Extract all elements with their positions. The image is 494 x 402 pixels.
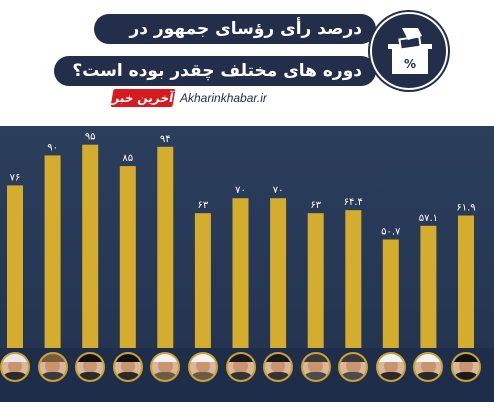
bar-6: [194, 213, 211, 348]
faces-strip: [0, 348, 494, 402]
avatar-10: [338, 352, 369, 382]
bar-label-12: ۵۷.۱: [419, 213, 438, 224]
bar-3: [82, 144, 99, 348]
bar-8: [270, 198, 287, 348]
ballot-box-svg: %: [370, 12, 448, 90]
avatar-7: [225, 352, 256, 382]
bar-5: [157, 146, 174, 348]
bar-2: [44, 155, 61, 348]
ballot-box-icon: %: [368, 10, 450, 92]
badge-mark: %: [404, 57, 416, 71]
bar-10: [345, 210, 362, 348]
bar-label-11: ۵۰.۷: [381, 227, 401, 238]
avatar-4: [112, 352, 143, 382]
bar-9: [307, 213, 324, 348]
bar-11: [382, 239, 399, 348]
bar-7: [232, 198, 249, 348]
bar-label-3: ۹۵: [85, 132, 96, 143]
bar-label-5: ۹۴: [160, 134, 171, 145]
brand-site: Akharinkhabar.ir: [180, 91, 267, 105]
avatar-8: [263, 352, 294, 382]
bar-label-6: ۶۳: [198, 200, 209, 211]
bar-13: [458, 215, 474, 348]
avatar-6: [187, 352, 218, 382]
bar-12: [420, 225, 437, 348]
bar-label-8: ۷۰: [273, 185, 284, 196]
title-line-1: درصد رأی رؤسای جمهور در: [94, 14, 376, 44]
bar-label-1: ۷۶: [10, 172, 21, 183]
avatar-13: [451, 352, 481, 382]
avatar-12: [413, 352, 444, 382]
avatar-1: [0, 352, 30, 382]
avatar-3: [75, 352, 106, 382]
bar-chart: ۷۶ ۹۰ ۹۵ ۸۵ ۹۴ ۶۳ ۷۰ ۷۰ ۶۳ ۶۴.۴ ۵۰.۷ ۵۷.۱ ۶۱.۹: [7, 132, 476, 348]
bar-label-7: ۷۰: [235, 185, 246, 196]
bar-1: [7, 185, 23, 348]
avatar-5: [150, 352, 181, 382]
avatar-2: [37, 352, 68, 382]
bar-label-4: ۸۵: [122, 153, 133, 164]
bar-label-9: ۶۳: [310, 200, 321, 211]
bar-label-10: ۶۴.۴: [344, 197, 363, 208]
chart-panel: ۷۶ ۹۰ ۹۵ ۸۵ ۹۴ ۶۳ ۷۰ ۷۰ ۶۳ ۶۴.۴ ۵۰.۷ ۵۷.۱ ۶۱.۹: [0, 126, 494, 348]
brand-logo: آخرین خبر: [110, 89, 176, 107]
title-line-2: دوره های مختلف چقدر بوده است؟: [54, 56, 376, 86]
header: درصد رأی رؤسای جمهور در دوره های مختلف چ…: [0, 0, 494, 112]
bar-4: [119, 166, 136, 348]
bar-label-2: ۹۰: [47, 142, 58, 153]
avatar-9: [300, 352, 331, 382]
bar-label-13: ۶۱.۹: [456, 203, 475, 214]
avatar-11: [375, 352, 406, 382]
